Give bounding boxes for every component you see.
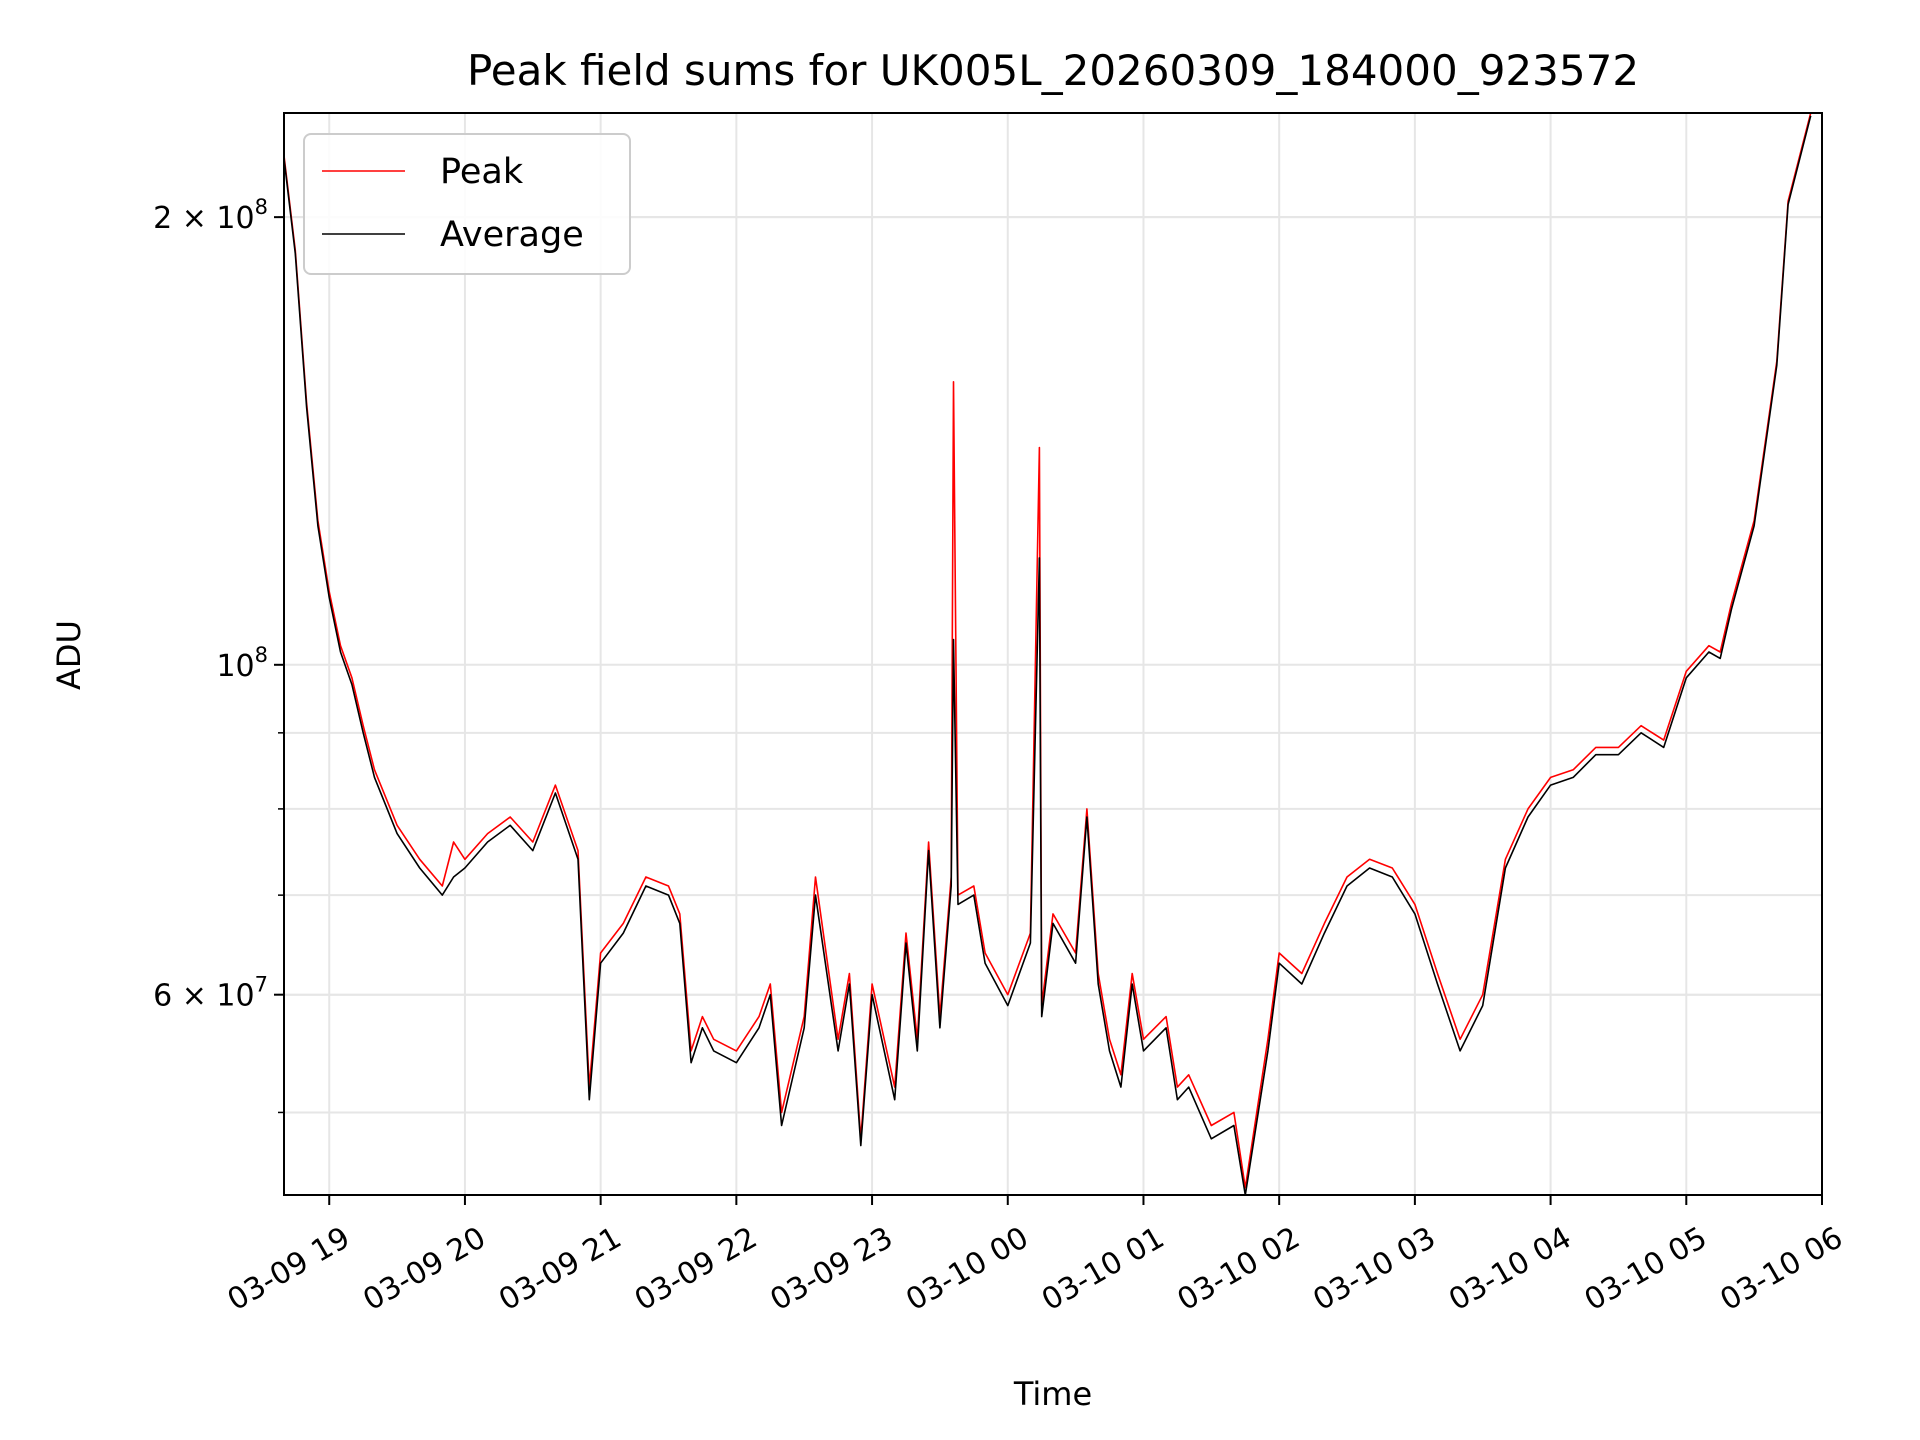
legend: Peak Average — [303, 133, 631, 275]
plot-frame — [283, 112, 1823, 1196]
series-layer — [283, 112, 1812, 1196]
y-tick-label: 2 × 108 — [153, 195, 268, 236]
legend-label-peak: Peak — [440, 152, 524, 192]
y-tick-label: 6 × 107 — [153, 973, 268, 1014]
legend-box — [303, 133, 631, 275]
legend-label-average: Average — [440, 215, 584, 255]
x-axis-label: Time — [1013, 1375, 1092, 1413]
y-axis: 6 × 107 108 2 × 108 — [153, 195, 284, 1114]
chart-title: Peak field sums for UK005L_20260309_1840… — [467, 46, 1639, 95]
series-line-average — [283, 115, 1812, 1196]
y-tick-label: 108 — [216, 643, 268, 684]
y-axis-label: ADU — [50, 620, 88, 690]
series-line-peak — [283, 112, 1812, 1189]
